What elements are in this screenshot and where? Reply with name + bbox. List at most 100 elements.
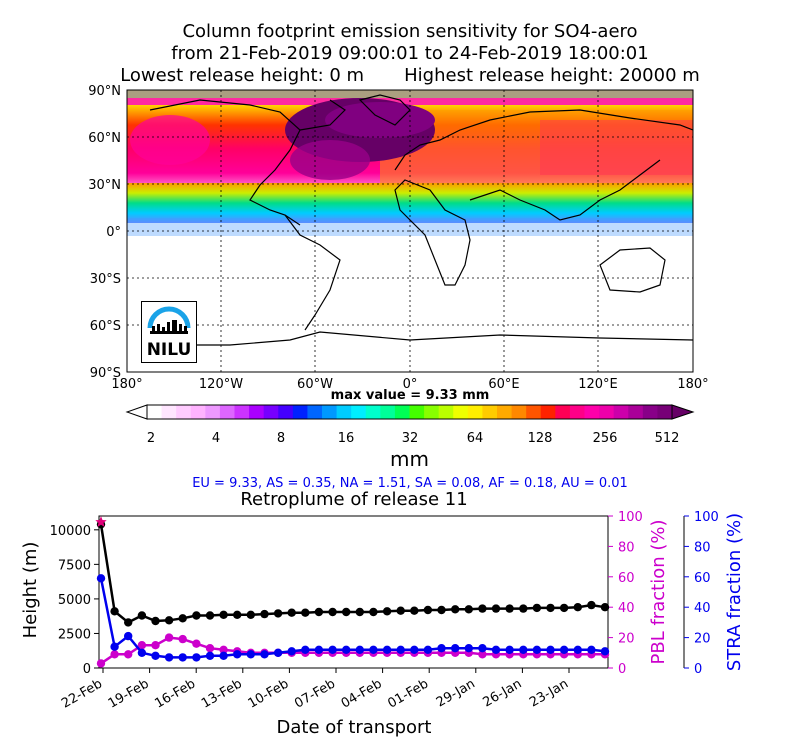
data-point-stra — [491, 645, 501, 654]
data-point-stra — [573, 645, 582, 654]
colorbar-tick: 2 — [147, 431, 155, 446]
data-point-stra — [369, 645, 378, 654]
data-point-height — [342, 607, 351, 617]
colorbar-min-arrow — [125, 404, 148, 420]
y2-tick-label: 40 — [618, 601, 635, 616]
data-point-pbl — [124, 650, 133, 659]
data-point-stra — [314, 645, 324, 654]
lat-label: 60°N — [88, 131, 121, 146]
x-tick-label: 07-Feb — [292, 676, 338, 711]
data-point-pbl — [110, 650, 119, 659]
data-point-stra — [205, 651, 215, 660]
y2-tick-label: 100 — [618, 510, 643, 525]
colorbar-cell — [628, 405, 644, 419]
lon-label: 180° — [677, 377, 708, 392]
colorbar-cell — [599, 405, 615, 419]
data-point-stra — [287, 647, 296, 656]
data-point-stra — [423, 645, 433, 654]
colorbar-max-arrow — [671, 404, 695, 420]
x-tick-label: 22-Feb — [59, 676, 105, 711]
title-line-2: from 21-Feb-2019 09:00:01 to 24-Feb-2019… — [171, 43, 649, 64]
data-point-stra — [559, 645, 569, 654]
data-point-stra — [505, 645, 514, 654]
title-line-1: Column footprint emission sensitivity fo… — [182, 21, 638, 42]
lat-label: 30°N — [88, 178, 121, 193]
lat-labels: 90°N 60°N 30°N 0° 30°S 60°S 90°S — [88, 84, 121, 381]
colorbar-cell — [322, 405, 337, 419]
colorbar-cell — [365, 405, 381, 419]
lat-label: 60°S — [90, 319, 121, 334]
lon-label: 180° — [111, 377, 142, 392]
data-point-stra — [110, 642, 119, 651]
data-point-height — [151, 616, 160, 626]
colorbar-tick: 4 — [212, 431, 220, 446]
x-tick-label: 01-Feb — [385, 676, 431, 711]
data-point-height — [260, 609, 269, 619]
colorbar-cell — [147, 405, 162, 419]
y2-tick-label: 20 — [618, 632, 635, 647]
series-line-height — [99, 524, 606, 624]
graticule — [127, 90, 693, 372]
data-point-height — [273, 609, 283, 618]
region-summary: EU = 9.33, AS = 0.35, NA = 1.51, SA = 0.… — [192, 476, 628, 491]
data-point-stra — [410, 645, 419, 654]
data-point-pbl — [478, 650, 487, 659]
lon-label: 60°E — [488, 377, 519, 392]
colorbar-cell — [205, 405, 221, 419]
footprint-map: 90°N 60°N 30°N 0° 30°S 60°S 90°S 180° 12… — [88, 84, 708, 392]
colorbar-cell — [511, 405, 527, 419]
colorbar-ticks: 2 4 8 16 32 64 128 256 512 — [147, 431, 680, 446]
y3-tick-label: 80 — [694, 540, 711, 555]
data-point-stra — [96, 574, 106, 583]
colorbar-cell — [292, 405, 308, 419]
data-point-height — [246, 610, 255, 619]
y3-axis-label: STRA fraction (%) — [724, 513, 745, 671]
colorbar-cell — [190, 405, 206, 419]
y3-tick-label: 20 — [694, 632, 711, 647]
y-axis-label: Height (m) — [20, 542, 41, 639]
data-point-pbl — [205, 644, 215, 653]
data-point-height — [396, 606, 405, 615]
data-point-height — [355, 607, 364, 617]
data-point-height — [301, 608, 310, 617]
x-tick-label: 26-Jan — [481, 676, 525, 710]
title-line-3: Lowest release height: 0 m Highest relea… — [120, 65, 700, 86]
data-point-stra — [382, 645, 392, 654]
data-point-stra — [124, 631, 133, 641]
data-point-height — [464, 605, 473, 614]
data-point-height — [382, 607, 392, 616]
plume-title: Retroplume of release 11 — [240, 489, 468, 510]
data-point-height — [124, 618, 133, 627]
colorbar-cell — [540, 405, 556, 419]
colorbar-cell — [161, 405, 177, 419]
y2-tick-label: 0 — [618, 662, 626, 677]
lat-label: 30°S — [90, 272, 121, 287]
lon-label: 120°E — [578, 377, 618, 392]
data-point-height — [410, 606, 419, 615]
data-point-stra — [600, 647, 610, 656]
data-point-height — [423, 605, 433, 615]
y3-tick-label: 60 — [694, 571, 711, 586]
data-point-height — [519, 604, 528, 613]
colorbar: 2 4 8 16 32 64 128 256 512 — [125, 404, 695, 446]
data-point-height — [314, 607, 324, 617]
colorbar-cell — [657, 405, 673, 419]
y2-tick-label: 60 — [618, 571, 635, 586]
x-tick-label: 29-Jan — [434, 676, 478, 710]
max-value-label: max value = 9.33 mm — [330, 388, 490, 403]
plume-frame — [98, 515, 609, 669]
x-axis-label: Date of transport — [277, 717, 432, 738]
colorbar-cell — [642, 405, 658, 419]
colorbar-cell — [336, 405, 352, 419]
y-tick-label: 5000 — [58, 593, 91, 608]
data-point-height — [600, 603, 610, 612]
data-point-pbl — [219, 645, 228, 654]
lon-label: 120°W — [199, 377, 243, 392]
colorbar-tick: 8 — [277, 431, 285, 446]
colorbar-cell — [584, 405, 600, 419]
data-point-height — [505, 604, 514, 613]
colorbar-cell — [438, 405, 454, 419]
lat-label: 90°S — [90, 366, 121, 381]
data-point-pbl — [164, 633, 174, 642]
lon-label: 60°W — [297, 377, 333, 392]
